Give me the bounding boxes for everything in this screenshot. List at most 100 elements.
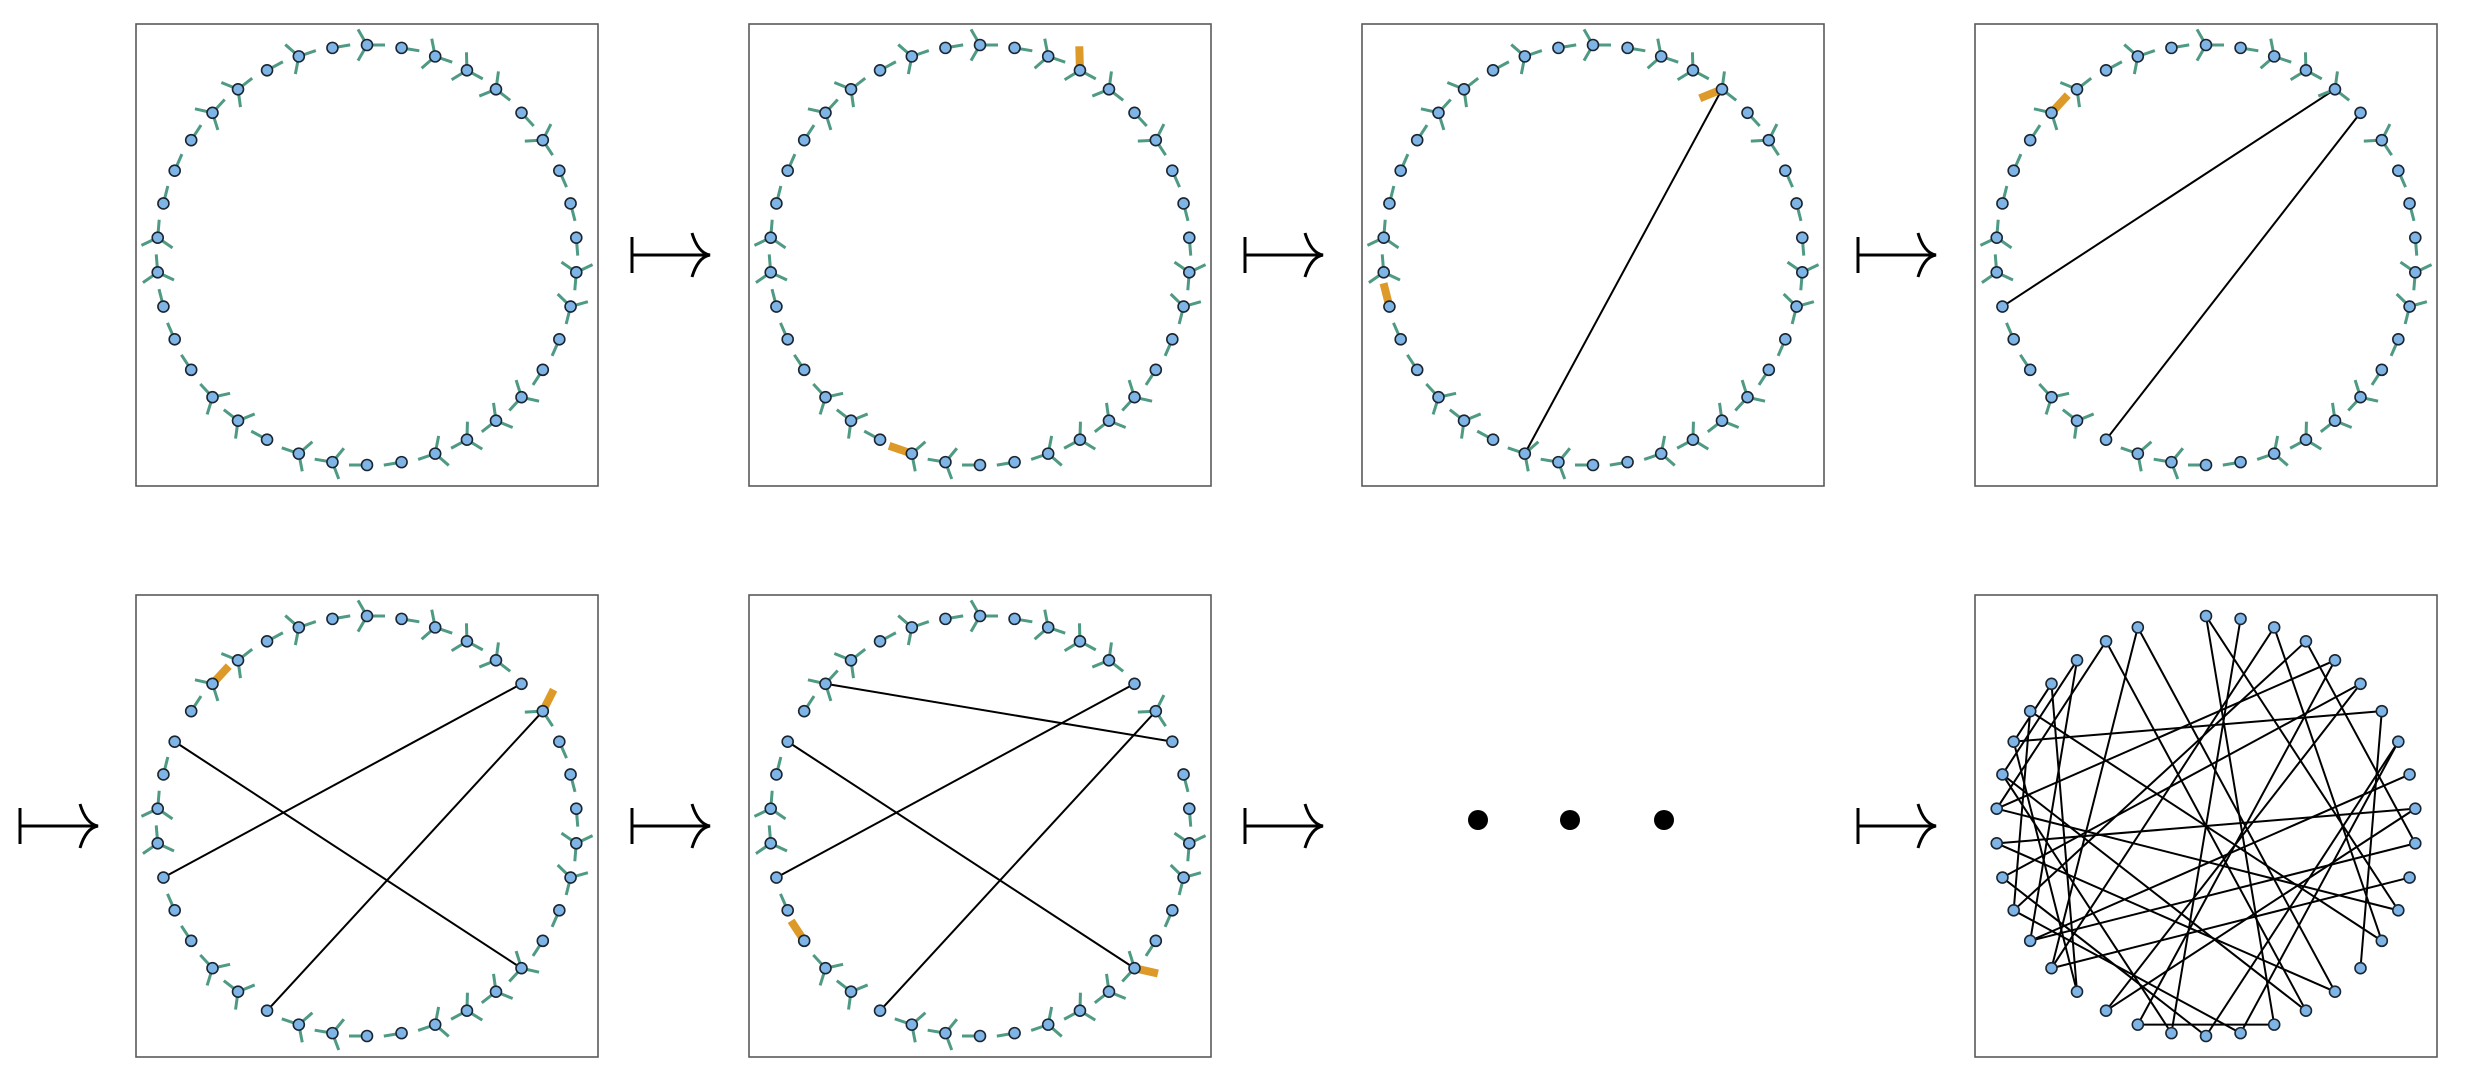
vertex-node <box>168 904 181 917</box>
edge <box>2001 659 2078 775</box>
vertex-node <box>797 133 811 147</box>
vertex-node <box>184 934 198 948</box>
vertex-node <box>206 961 219 975</box>
vertex-node <box>1779 333 1792 346</box>
vertex-node <box>2099 1004 2113 1017</box>
edge <box>825 682 1173 743</box>
vertex-node <box>1486 433 1500 446</box>
vertex-node <box>2299 1004 2313 1017</box>
vertex-node <box>2392 904 2405 917</box>
vertex-node <box>2267 1018 2281 1031</box>
edge <box>174 740 523 970</box>
vertex-node <box>184 363 198 377</box>
vertex-node <box>553 735 566 748</box>
vertex-node <box>2328 985 2342 999</box>
panel-frame <box>135 594 599 1058</box>
vertex-node <box>2234 612 2247 626</box>
vertex-node <box>905 621 919 634</box>
vertex-node <box>1166 904 1179 917</box>
vertex-node <box>1182 802 1196 815</box>
vertex-node <box>460 433 474 446</box>
edge-layer <box>2001 88 2362 441</box>
vertex-node <box>973 609 987 623</box>
vertex-node <box>2375 133 2389 147</box>
step-panel-2 <box>748 23 1212 487</box>
node-layer <box>764 609 1196 1043</box>
vertex-node <box>553 904 566 917</box>
vertex-node <box>770 300 783 313</box>
vertex-node <box>1457 414 1471 428</box>
vertex-node <box>2354 390 2367 404</box>
vertex-node <box>1073 64 1087 77</box>
edge <box>2051 876 2410 970</box>
vertex-node <box>1990 266 2004 279</box>
maps-to-arrow <box>1243 803 1324 849</box>
maps-to-arrow <box>18 803 99 849</box>
vertex-node <box>797 704 811 718</box>
edge <box>2105 640 2307 1012</box>
vertex-node <box>1741 390 1754 404</box>
vertex-node <box>1586 458 1600 472</box>
vertex-node <box>1654 447 1668 460</box>
vertex-node <box>764 837 778 850</box>
edge <box>1996 842 2336 993</box>
edge <box>162 682 522 879</box>
vertex-node <box>231 985 245 999</box>
edge <box>2105 112 2362 441</box>
vertex-node <box>157 197 170 210</box>
vertex-node <box>1996 197 2009 210</box>
vertex-node <box>781 735 794 748</box>
vertex-node <box>2023 363 2037 377</box>
vertex-node <box>1990 231 2004 244</box>
arrow-head <box>690 803 711 849</box>
panel-frame <box>748 23 1212 487</box>
edge <box>2012 711 2032 911</box>
vertex-node <box>1790 197 1803 210</box>
vertex-node <box>2007 333 2020 346</box>
vertex-node <box>1128 961 1141 975</box>
vertex-node <box>939 1026 952 1040</box>
vertex-node <box>151 266 165 279</box>
edge <box>2105 683 2362 1012</box>
vertex-node <box>764 231 778 244</box>
vertex-node <box>428 621 442 634</box>
vertex-node <box>1621 455 1634 469</box>
vertex-node <box>206 106 219 120</box>
vertex-node <box>2007 735 2020 748</box>
vertex-node <box>770 871 783 884</box>
vertex-node <box>1790 300 1803 313</box>
vertex-node <box>1552 455 1565 469</box>
edge <box>2105 807 2416 1012</box>
vertex-node <box>151 802 165 815</box>
vertex-node <box>939 41 952 55</box>
vertex-node <box>2234 1026 2247 1040</box>
vertex-node <box>515 677 528 691</box>
vertex-node <box>764 802 778 815</box>
vertex-node <box>395 455 408 469</box>
vertex-node <box>231 653 245 667</box>
vertex-node <box>2408 802 2422 815</box>
vertex-node <box>1166 164 1179 177</box>
edge-layer <box>1995 615 2417 1037</box>
vertex-node <box>1686 64 1700 77</box>
vertex-node <box>1518 50 1532 63</box>
vertex-node <box>326 612 339 626</box>
vertex-node <box>2375 704 2389 718</box>
vertex-node <box>2099 635 2113 648</box>
vertex-node <box>2392 164 2405 177</box>
vertex-node <box>905 447 919 460</box>
edge <box>2050 683 2079 992</box>
vertex-node <box>819 390 832 404</box>
arrow-head <box>1303 803 1324 849</box>
step-panel-4 <box>1974 23 2438 487</box>
vertex-node <box>2328 653 2342 667</box>
vertex-node <box>1041 621 1055 634</box>
vertex-node <box>326 1026 339 1040</box>
vertex-node <box>873 1004 887 1017</box>
vertex-node <box>553 164 566 177</box>
vertex-node <box>2099 433 2113 446</box>
vertex-node <box>536 704 550 718</box>
vertex-node <box>2007 164 2020 177</box>
vertex-node <box>1177 871 1190 884</box>
vertex-node <box>1394 333 1407 346</box>
